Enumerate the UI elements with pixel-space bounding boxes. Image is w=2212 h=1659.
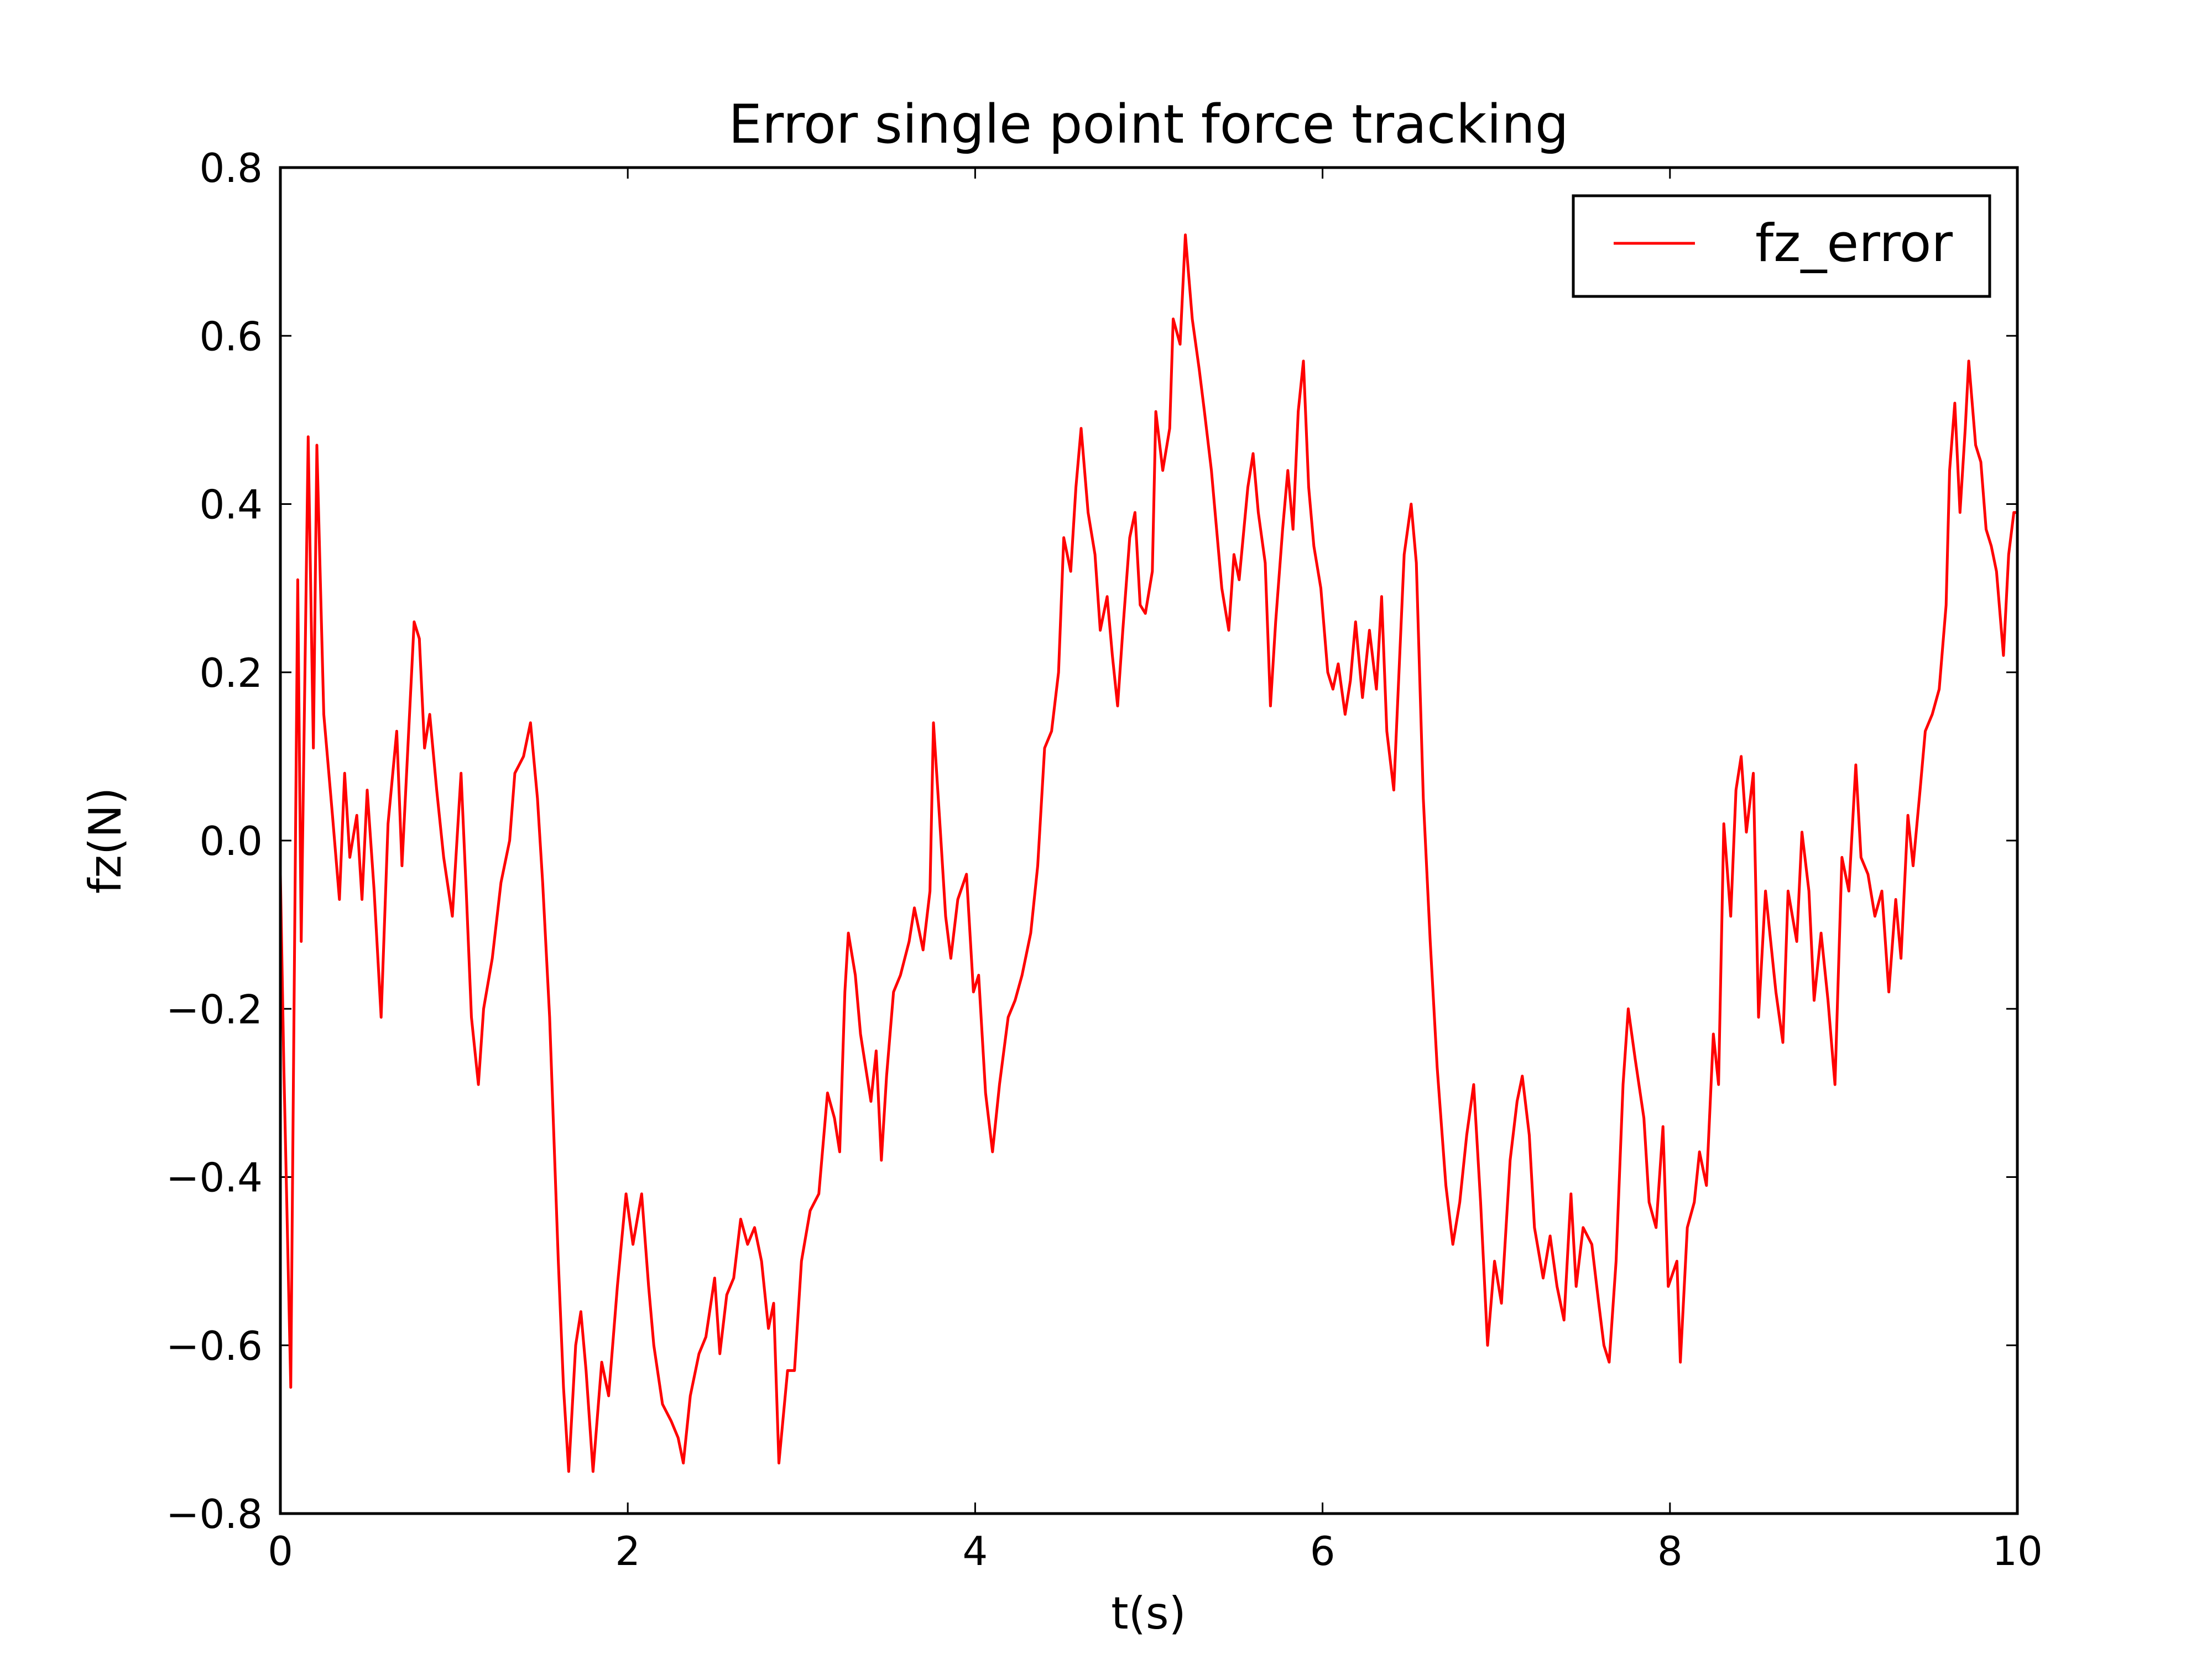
- y-tick-label: 0.6: [199, 313, 263, 359]
- y-tick-label: −0.4: [166, 1155, 263, 1201]
- chart-title: Error single point force tracking: [728, 93, 1569, 155]
- y-axis-label: fz(N): [80, 787, 131, 894]
- x-axis-label: t(s): [1111, 1588, 1186, 1639]
- x-tick-label: 4: [962, 1528, 988, 1574]
- x-tick-label: 2: [615, 1528, 640, 1574]
- legend-box: [1572, 194, 1991, 298]
- plot-frame: [279, 166, 2019, 1515]
- y-tick-label: 0.4: [199, 482, 263, 528]
- x-tick-label: 6: [1310, 1528, 1335, 1574]
- y-tick-label: 0.2: [199, 650, 263, 696]
- y-tick-label: 0.0: [199, 818, 263, 864]
- x-tick-label: 10: [1992, 1528, 2043, 1574]
- data-line: [280, 233, 2017, 1473]
- x-tick-label: 0: [268, 1528, 293, 1574]
- y-tick-label: −0.8: [166, 1491, 263, 1537]
- legend-label: fz_error: [1755, 213, 1953, 274]
- y-tick-label: −0.6: [166, 1323, 263, 1369]
- x-tick-label: 8: [1657, 1528, 1683, 1574]
- y-tick-label: −0.2: [166, 986, 263, 1032]
- y-tick-label: 0.8: [199, 145, 263, 191]
